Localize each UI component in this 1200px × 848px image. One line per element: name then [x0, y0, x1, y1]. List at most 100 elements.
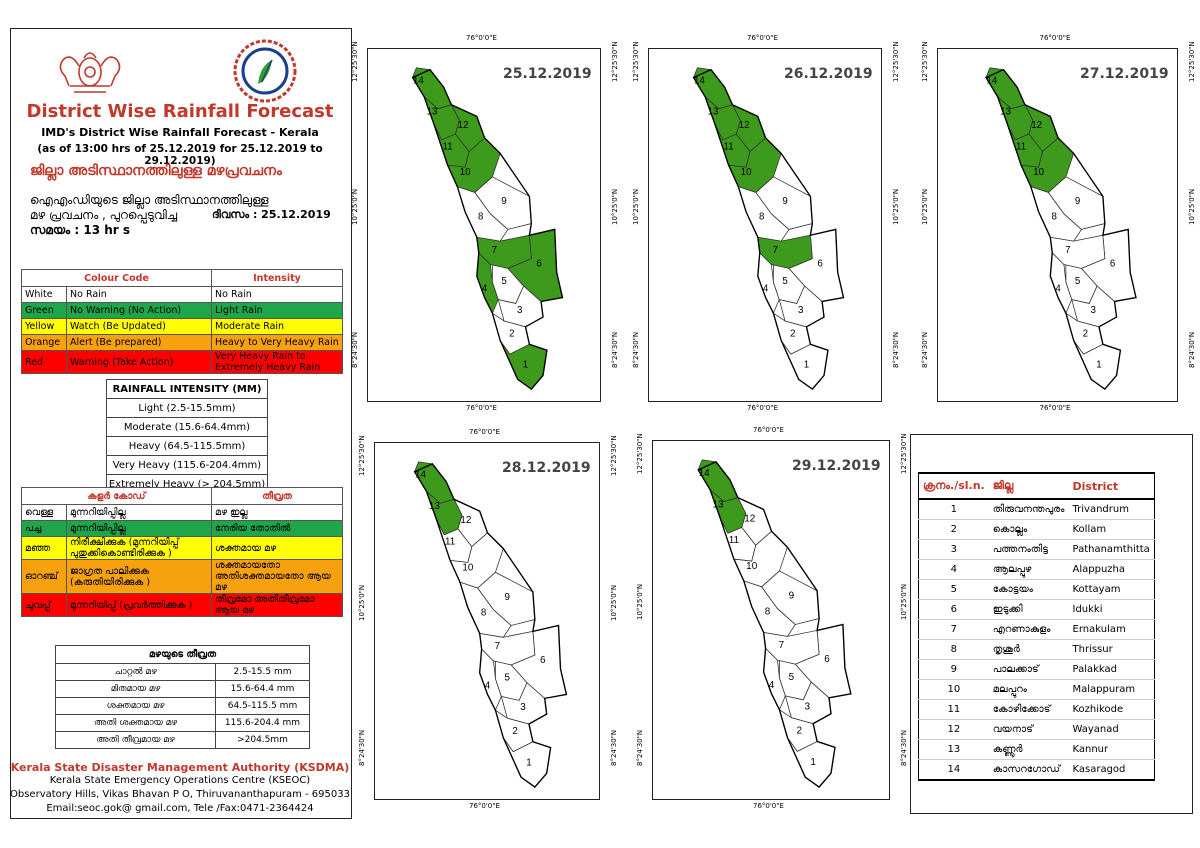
district-label: 5: [789, 672, 795, 683]
district-label: 13: [1000, 106, 1011, 117]
district-label: 4: [482, 284, 488, 295]
lon-label-top: 76°0'0"E: [1039, 34, 1071, 42]
ml-intensity-range: 115.6-204.4 mm: [215, 714, 310, 732]
district-ml-name: കണ്ണൂർ: [988, 739, 1069, 760]
lat-label: 12°25'30"N: [351, 41, 359, 82]
colour-code-intensity: No Rain: [211, 286, 343, 303]
district-label: 3: [798, 305, 803, 316]
district-label: 6: [824, 654, 830, 665]
lat-label: 12°25'30"N: [1188, 41, 1196, 82]
rainfall-intensity-value: Moderate (15.6-64.4mm): [106, 417, 268, 437]
district-label: 7: [1065, 245, 1070, 256]
district-label: 14: [413, 75, 424, 86]
ml-colour-code-meaning: നിരീക്ഷിക്കുക (മുന്നറിയിപ്പ് പുതുക്കികൊണ…: [66, 536, 212, 560]
ml-colour-code-row: ഓറഞ്ച് ജാഗ്രത പാലിക്കുക (കരുതിയിരിക്കുക )…: [21, 559, 343, 594]
district-row: 6 ഇടുക്കി Idukki: [918, 599, 1155, 620]
lat-label: 12°25'30"N: [611, 41, 619, 82]
ml-intensity-name: അതി ശക്തമായ മഴ: [55, 714, 216, 732]
district-label: 4: [1055, 284, 1061, 295]
kerala-outline: [411, 68, 564, 391]
district-label: 10: [462, 562, 473, 573]
district-label: 11: [724, 142, 734, 153]
district-row: 3 പത്തനംതിട്ട Pathanamthitta: [918, 539, 1155, 560]
district-slno: 6: [918, 599, 989, 620]
district-label: 7: [773, 245, 778, 256]
ml-colour-code-color: ഓറഞ്ച്: [21, 559, 67, 594]
ml-colour-code-intensity: തീവ്രമോ അതിതീവ്രമോ ആയ മഴ: [211, 593, 343, 617]
district-label: 8: [1051, 212, 1056, 223]
district-ml-name: എറണാകുളം: [988, 619, 1069, 640]
colour-code-row: White No Rain No Rain: [21, 286, 343, 303]
lat-label: 12°25'30"N: [358, 435, 366, 476]
district-label: 6: [540, 655, 546, 666]
district-en-name: Kollam: [1068, 519, 1155, 540]
district-row: 5 കോട്ടയം Kottayam: [918, 579, 1155, 600]
footer-line2: Observatory Hills, Vikas Bhavan P O, Thi…: [10, 789, 350, 800]
district-label: 14: [986, 75, 997, 86]
colour-code-intensity: Light Rain: [211, 302, 343, 319]
kerala-outline: [413, 462, 568, 789]
district-ml-name: തൃശൂർ: [988, 639, 1069, 660]
map-date: 26.12.2019: [784, 66, 873, 82]
lat-label: 8°24'30"N: [358, 729, 366, 766]
colour-code-header: Colour Code: [21, 269, 212, 287]
district-label: 12: [1031, 120, 1042, 131]
lat-label: 8°24'30"N: [611, 331, 619, 368]
ml-colour-code-meaning: മുന്നറിയിപ്പില്ല: [66, 520, 212, 537]
district-ml-name: ഇടുക്കി: [988, 599, 1069, 620]
ml-title: ജില്ലാ അടിസ്ഥാനത്തിലുള്ള മഴപ്രവചനം: [30, 163, 282, 179]
district-label: 2: [797, 726, 803, 737]
lat-label: 8°24'30"N: [636, 729, 644, 766]
district-en-name: Malappuram: [1068, 679, 1155, 700]
ml-intensity-name: അതി തീവ്രമായ മഴ: [55, 731, 216, 749]
district-en-name: Alappuzha: [1068, 559, 1155, 580]
colour-code-intensity: Heavy to Very Heavy Rain: [211, 334, 343, 351]
lat-label: 8°24'30"N: [351, 331, 359, 368]
rainfall-intensity-value: Light (2.5-15.5mm): [106, 398, 268, 418]
district-slno: 13: [918, 739, 989, 760]
colour-code-meaning: Warning (Take Action): [66, 350, 212, 374]
district-slno: 9: [918, 659, 989, 680]
footer-line3: Email:seoc.gok@ gmail.com, Tele /Fax:047…: [46, 803, 314, 814]
district-label: 13: [712, 499, 724, 510]
district-ml-name: മലപ്പുറം: [988, 679, 1069, 700]
lon-label-top: 76°0'0"E: [747, 34, 778, 42]
colour-code-color: Red: [21, 350, 67, 374]
colour-code-color: Yellow: [21, 318, 67, 335]
district-label: 11: [1016, 142, 1026, 153]
lon-label-bottom: 76°0'0"E: [469, 802, 500, 810]
district-label: 8: [765, 607, 771, 618]
district-en-name: Ernakulam: [1068, 619, 1155, 640]
district-label: 1: [1096, 360, 1101, 371]
ml-intensity-range: 2.5-15.5 mm: [215, 663, 310, 681]
district-label: 6: [536, 258, 541, 269]
rainfall-intensity-value: Heavy (64.5-115.5mm): [106, 436, 268, 456]
lat-label: 8°24'30"N: [610, 729, 618, 766]
colour-code-intensity: Very Heavy Rain to Extremely Heavy Rain: [211, 350, 343, 374]
district-en-name: Trivandrum: [1068, 499, 1155, 520]
district-label: 7: [492, 245, 497, 256]
colour-code-meaning: No Warning (No Action): [66, 302, 212, 319]
lon-label-bottom: 76°0'0"E: [1039, 404, 1071, 412]
ml-line1: ഐഎംഡിയുടെ ജില്ലാ അടിസ്ഥാനത്തിലുള്ള: [30, 193, 269, 207]
district-label: 9: [501, 196, 506, 207]
ml-intensity-row: അതി ശക്തമായ മഴ 115.6-204.4 mm: [55, 714, 310, 732]
district-label: 13: [427, 106, 438, 117]
district-row: 12 വയനാട് Wayanad: [918, 719, 1155, 740]
page-title: District Wise Rainfall Forecast: [26, 101, 334, 122]
district-label: 2: [509, 329, 514, 340]
kerala-outline: [697, 461, 852, 788]
district-col-en: District: [1068, 473, 1155, 500]
rainfall-intensity-row: Light (2.5-15.5mm): [106, 398, 268, 418]
lon-label-top: 76°0'0"E: [469, 428, 500, 436]
district-slno: 11: [918, 699, 989, 720]
lat-label: 10°25'0"N: [632, 188, 640, 225]
district-label: 10: [741, 167, 752, 178]
district-label: 1: [804, 360, 809, 371]
district-label: 3: [517, 305, 522, 316]
rainfall-intensity-header: RAINFALL INTENSITY (MM): [106, 379, 268, 399]
district-label: 11: [445, 537, 455, 548]
district-label: 9: [505, 592, 511, 603]
